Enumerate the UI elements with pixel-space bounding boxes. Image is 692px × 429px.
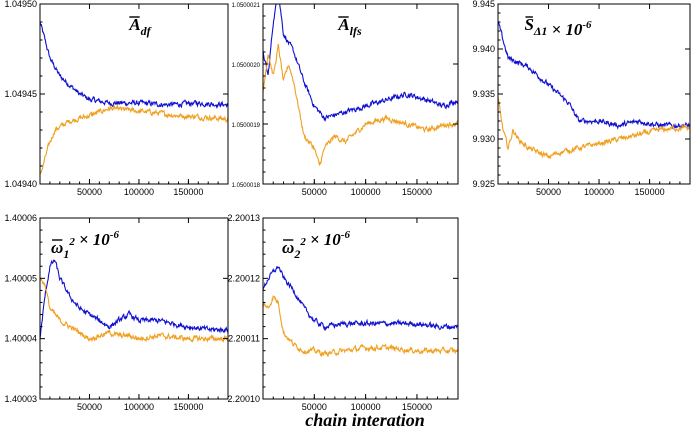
series-line-blue	[263, 266, 458, 332]
y-tick-label: 9.935	[472, 89, 495, 99]
y-tick-label: 9.930	[472, 134, 495, 144]
y-tick-label: 1.0500020	[232, 63, 261, 69]
series-line-blue	[40, 259, 228, 339]
series-line-orange	[498, 96, 690, 160]
x-tick-label: 150000	[402, 187, 432, 197]
chart-panel-3: 50000 100000 150000 9.925 9.930 9.935 9.940 9.9…	[472, 0, 691, 197]
x-tick-label: 50000	[302, 187, 327, 197]
y-tick-label: 1.0500018	[232, 183, 261, 189]
x-tick-label: 50000	[302, 402, 327, 412]
y-tick-label: 9.940	[472, 44, 495, 54]
y-tick-label: 2.20010	[227, 394, 260, 404]
y-tick-label: 1.40005	[4, 273, 37, 283]
plot-frame	[262, 217, 459, 400]
series-line-orange	[40, 277, 228, 343]
x-tick-label: 150000	[635, 187, 665, 197]
y-tick-label: 1.0500021	[232, 3, 261, 9]
plot-frame	[262, 3, 459, 185]
x-tick-label: 100000	[351, 402, 381, 412]
y-tick-label: 1.04940	[4, 179, 37, 189]
x-tick-label: 100000	[124, 187, 154, 197]
series-line-orange	[263, 43, 458, 167]
series-line-blue	[40, 21, 228, 110]
y-tick-label: 9.925	[472, 179, 495, 189]
y-tick-label: 1.04950	[4, 0, 37, 9]
panel-title: ω22 × 10-6	[282, 229, 350, 261]
x-tick-label: 150000	[173, 402, 203, 412]
panel-title: Adf	[128, 15, 151, 38]
chart-panel-4: 50000 100000 150000 1.40003 1.40004 1.40005 1.…	[4, 213, 229, 412]
x-tick-label: 100000	[124, 402, 154, 412]
y-tick-label: 2.20012	[227, 273, 260, 283]
series-line-orange	[40, 104, 228, 175]
panel-title: SΔ1 × 10-6	[524, 15, 592, 39]
panel-title: ω12 × 10-6	[51, 229, 119, 261]
y-tick-label: 1.40006	[4, 213, 37, 223]
x-tick-label: 50000	[77, 187, 102, 197]
x-tick-label: 100000	[351, 187, 381, 197]
series-line-blue	[498, 20, 690, 130]
panel-title: Alfs	[337, 15, 362, 38]
x-tick-label: 150000	[173, 187, 203, 197]
y-tick-label: 9.945	[472, 0, 495, 9]
x-tick-label: 50000	[77, 402, 102, 412]
chart-panel-1: 50000 100000 150000 1.04940 1.04945 1.04950 Ad…	[4, 0, 229, 197]
x-tick-label: 150000	[402, 402, 432, 412]
y-tick-label: 1.40004	[4, 334, 37, 344]
y-tick-label: 1.04945	[4, 89, 37, 99]
chart-panel-2: 50000 100000 150000 1.0500018 1.0500019 1.050…	[232, 3, 459, 197]
y-tick-label: 1.0500019	[232, 123, 261, 129]
x-tick-label: 50000	[536, 187, 561, 197]
y-tick-label: 2.20011	[228, 334, 260, 344]
series-line-blue	[263, 4, 458, 122]
x-tick-label: 100000	[584, 187, 614, 197]
chart-panel-5: 50000 100000 150000 2.20010 2.20011 2.20012 2.…	[227, 213, 459, 412]
y-tick-label: 2.20013	[227, 213, 260, 223]
plot-frame	[39, 217, 229, 400]
y-tick-label: 1.40003	[4, 394, 37, 404]
series-line-orange	[263, 294, 458, 358]
x-axis-label: chain interation	[305, 410, 425, 429]
